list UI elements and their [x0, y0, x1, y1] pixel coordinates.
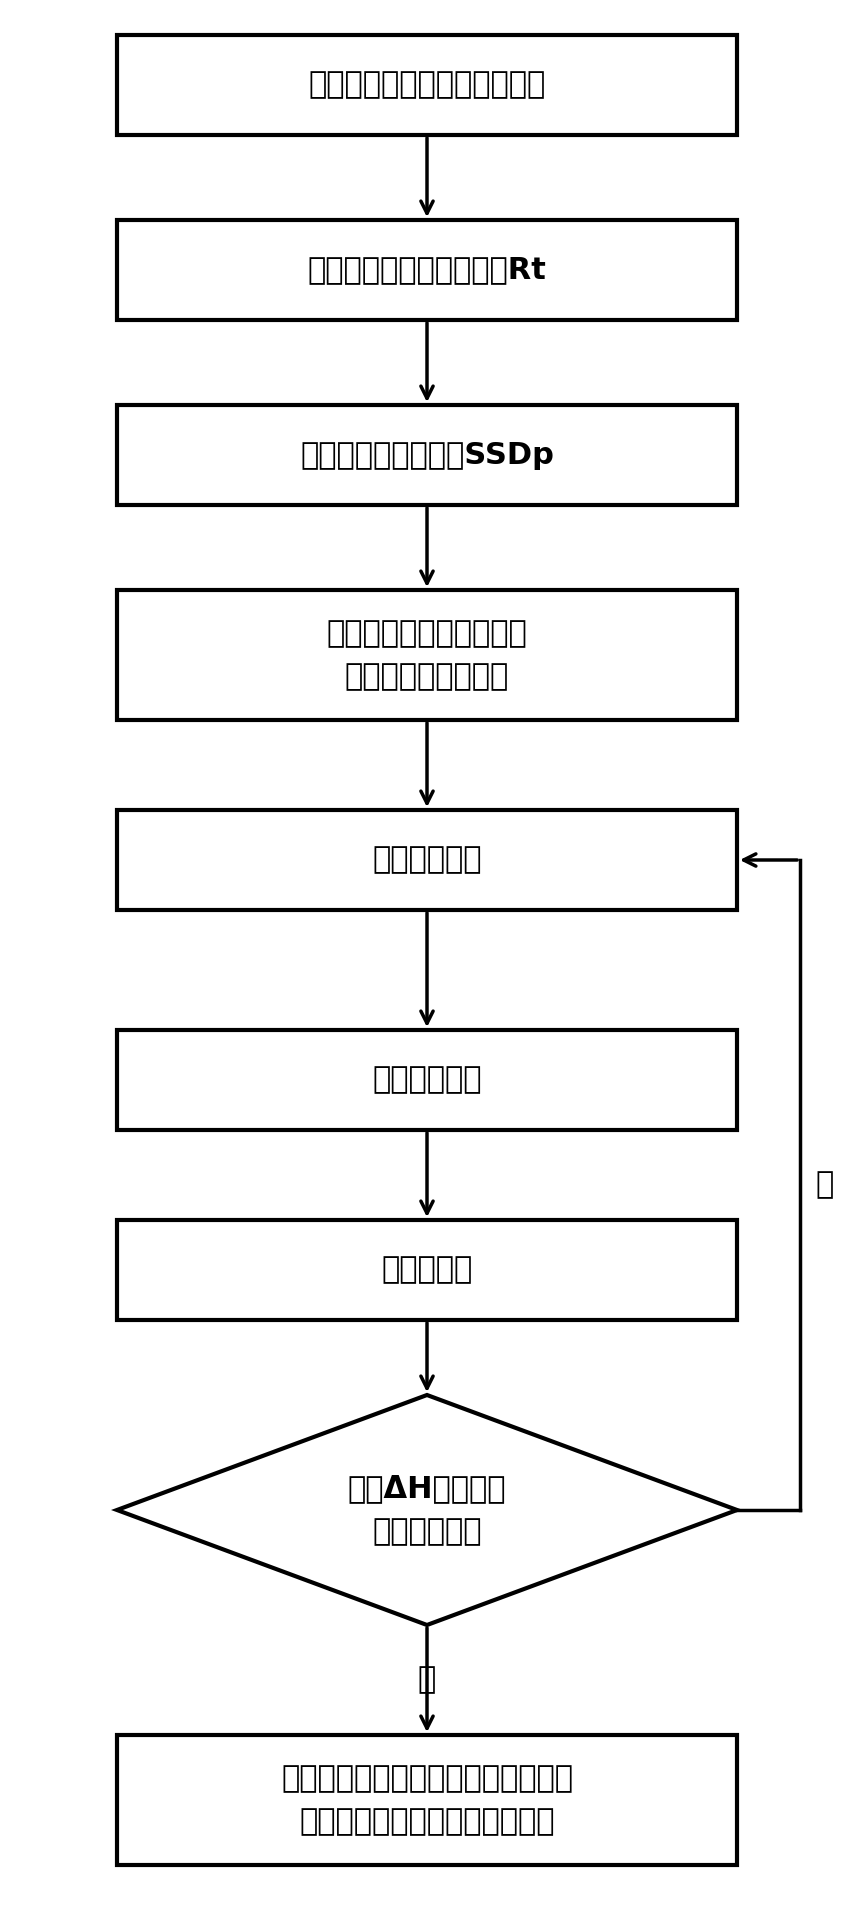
- Text: 测量抛光样品的刻蚀速率
并确定刻蚀时间间隔: 测量抛光样品的刻蚀速率 并确定刻蚀时间间隔: [327, 619, 528, 690]
- Bar: [117, 35, 737, 134]
- Text: 准备同材质的磨削和抛光样品: 准备同材质的磨削和抛光样品: [309, 71, 545, 100]
- Text: 镀膜设基准面: 镀膜设基准面: [372, 845, 481, 874]
- Text: 是: 是: [418, 1666, 436, 1695]
- Text: 测出磨削样品表面粗糙度Rt: 测出磨削样品表面粗糙度Rt: [308, 255, 546, 284]
- Text: 相邻ΔH之间增量
是否大致相等: 相邻ΔH之间增量 是否大致相等: [348, 1474, 506, 1545]
- Text: 刻蚀清洗烘干: 刻蚀清洗烘干: [372, 1066, 481, 1095]
- Bar: [117, 1219, 737, 1321]
- Bar: [117, 404, 737, 504]
- Bar: [117, 590, 737, 721]
- Bar: [117, 220, 737, 320]
- Text: 估算亚表面损伤深度SSDp: 估算亚表面损伤深度SSDp: [300, 441, 554, 470]
- Text: 处理数据，绘制粗糙度轮廓演化随刻
蚀时间的关系曲线，获得深度值: 处理数据，绘制粗糙度轮廓演化随刻 蚀时间的关系曲线，获得深度值: [281, 1764, 573, 1836]
- Text: 粗糙度采样: 粗糙度采样: [381, 1256, 473, 1284]
- Bar: [117, 1029, 737, 1129]
- Polygon shape: [117, 1396, 737, 1626]
- Bar: [117, 1735, 737, 1865]
- Text: 否: 否: [816, 1171, 834, 1200]
- Bar: [117, 811, 737, 911]
